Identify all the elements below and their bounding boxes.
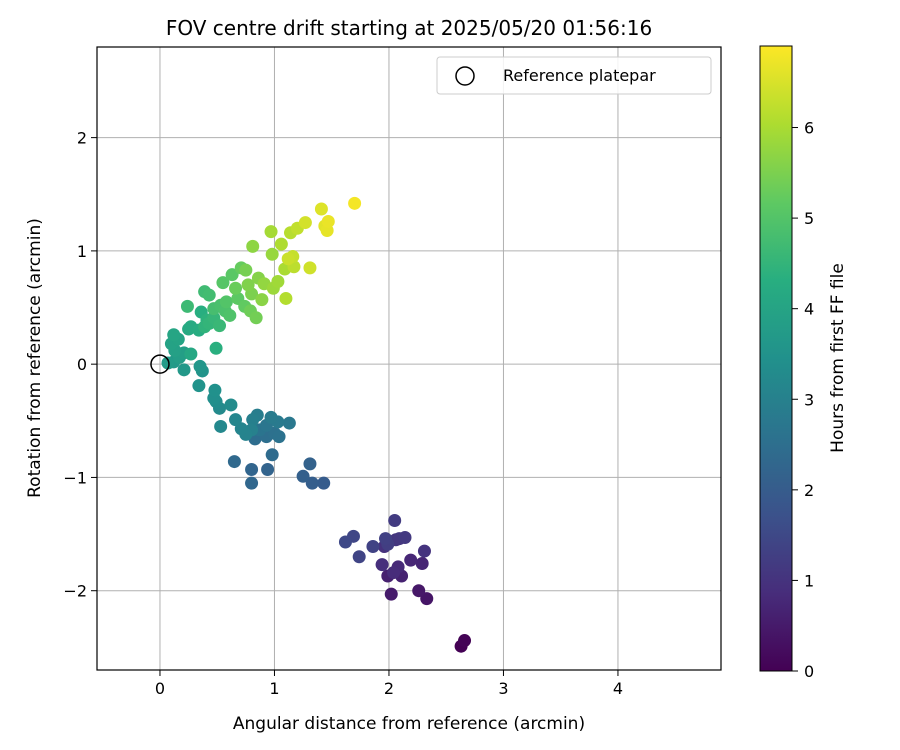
scatter-point xyxy=(352,550,366,564)
scatter-point xyxy=(229,413,243,427)
y-axis-label: Rotation from reference (arcmin) xyxy=(25,218,45,498)
scatter-point xyxy=(298,216,312,230)
scatter-point xyxy=(202,288,216,302)
scatter-point xyxy=(279,291,293,305)
scatter-point xyxy=(193,359,207,373)
colorbar-tick-label: 4 xyxy=(804,300,814,319)
scatter-point xyxy=(192,379,206,393)
legend: Reference platepar xyxy=(436,56,712,95)
scatter-point xyxy=(282,416,296,430)
colorbar-gradient xyxy=(759,45,793,672)
scatter-point xyxy=(180,299,194,313)
x-axis-label: Angular distance from reference (arcmin) xyxy=(233,714,585,734)
scatter-point xyxy=(366,540,380,554)
scatter-point xyxy=(274,237,288,251)
y-tick-label: 0 xyxy=(77,355,87,374)
x-tick-label: 0 xyxy=(155,679,165,698)
scatter-point xyxy=(245,463,259,477)
scatter-point xyxy=(375,558,389,572)
legend-entry-label: Reference platepar xyxy=(503,66,656,85)
scatter-point xyxy=(245,476,259,490)
scatter-point xyxy=(271,274,285,288)
x-tick-label: 2 xyxy=(384,679,394,698)
scatter-point xyxy=(265,247,279,261)
scatter-point xyxy=(303,261,317,275)
scatter-point xyxy=(415,557,429,571)
colorbar-ticks: 0 1 2 3 4 5 6 xyxy=(792,119,814,681)
scatter-point xyxy=(384,587,398,601)
plot-frame xyxy=(96,46,722,671)
scatter-point xyxy=(261,463,275,477)
scatter-point xyxy=(404,553,418,567)
x-tick-label: 3 xyxy=(498,679,508,698)
scatter-point xyxy=(184,347,198,361)
x-axis-ticks: 0 1 2 3 4 xyxy=(155,670,623,698)
colorbar-label: Hours from first FF file xyxy=(828,263,848,453)
scatter-point xyxy=(229,281,243,295)
colorbar-tick-label: 6 xyxy=(804,119,814,138)
scatter-point xyxy=(246,239,260,253)
scatter-point xyxy=(216,276,230,290)
colorbar-tick-label: 2 xyxy=(804,481,814,500)
scatter-point xyxy=(338,535,352,549)
scatter-point xyxy=(225,268,239,282)
scatter-point xyxy=(387,566,401,580)
scatter-point xyxy=(281,252,295,266)
scatter-point xyxy=(219,295,233,309)
y-tick-label: −2 xyxy=(63,582,87,601)
scatter-point xyxy=(177,363,191,377)
colorbar-tick-label: 3 xyxy=(804,390,814,409)
data-points xyxy=(161,196,472,653)
scatter-point xyxy=(379,532,393,546)
reference-platepar-marker xyxy=(150,354,170,374)
scatter-point xyxy=(417,544,431,558)
scatter-point xyxy=(214,419,228,433)
colorbar-tick-label: 1 xyxy=(804,571,814,590)
scatter-point xyxy=(208,383,222,397)
scatter-point xyxy=(227,455,241,469)
scatter-point xyxy=(224,398,238,412)
scatter-point xyxy=(348,196,362,210)
y-tick-label: −1 xyxy=(63,468,87,487)
y-axis-ticks: −2 −1 0 1 2 xyxy=(63,129,97,601)
legend-box xyxy=(436,56,712,95)
legend-marker xyxy=(455,66,475,86)
scatter-point xyxy=(388,513,402,527)
scatter-point xyxy=(314,202,328,216)
scatter-point xyxy=(161,356,175,370)
colorbar-tick-label: 0 xyxy=(804,662,814,681)
x-tick-label: 4 xyxy=(613,679,623,698)
y-tick-label: 2 xyxy=(77,129,87,148)
scatter-point xyxy=(458,634,472,648)
scatter-point xyxy=(412,584,426,598)
y-tick-label: 1 xyxy=(77,242,87,261)
colorbar-tick-label: 5 xyxy=(804,209,814,228)
scatter-point xyxy=(167,328,181,342)
scatter-point xyxy=(209,341,223,355)
scatter-point xyxy=(265,448,279,462)
scatter-point xyxy=(241,278,255,292)
scatter-point xyxy=(213,319,227,333)
colorbar: 0 1 2 3 4 5 6 Hours from first FF file xyxy=(759,45,848,681)
scatter-point xyxy=(264,225,278,239)
grid-lines xyxy=(97,47,721,670)
scatter-point xyxy=(317,476,331,490)
x-tick-label: 1 xyxy=(269,679,279,698)
scatter-point xyxy=(296,469,310,483)
scatter-point xyxy=(398,530,412,544)
scatter-point xyxy=(264,410,278,424)
scatter-point xyxy=(249,311,263,325)
scatter-point xyxy=(303,457,317,471)
scatter-point xyxy=(420,592,434,606)
scatter-point xyxy=(255,293,269,307)
scatter-point xyxy=(305,476,319,490)
scatter-point xyxy=(246,413,260,427)
scatter-point xyxy=(239,263,253,277)
scatter-point xyxy=(321,214,335,228)
chart-title: FOV centre drift starting at 2025/05/20 … xyxy=(166,16,652,40)
scatter-point xyxy=(223,308,237,322)
scatter-point xyxy=(272,430,286,444)
